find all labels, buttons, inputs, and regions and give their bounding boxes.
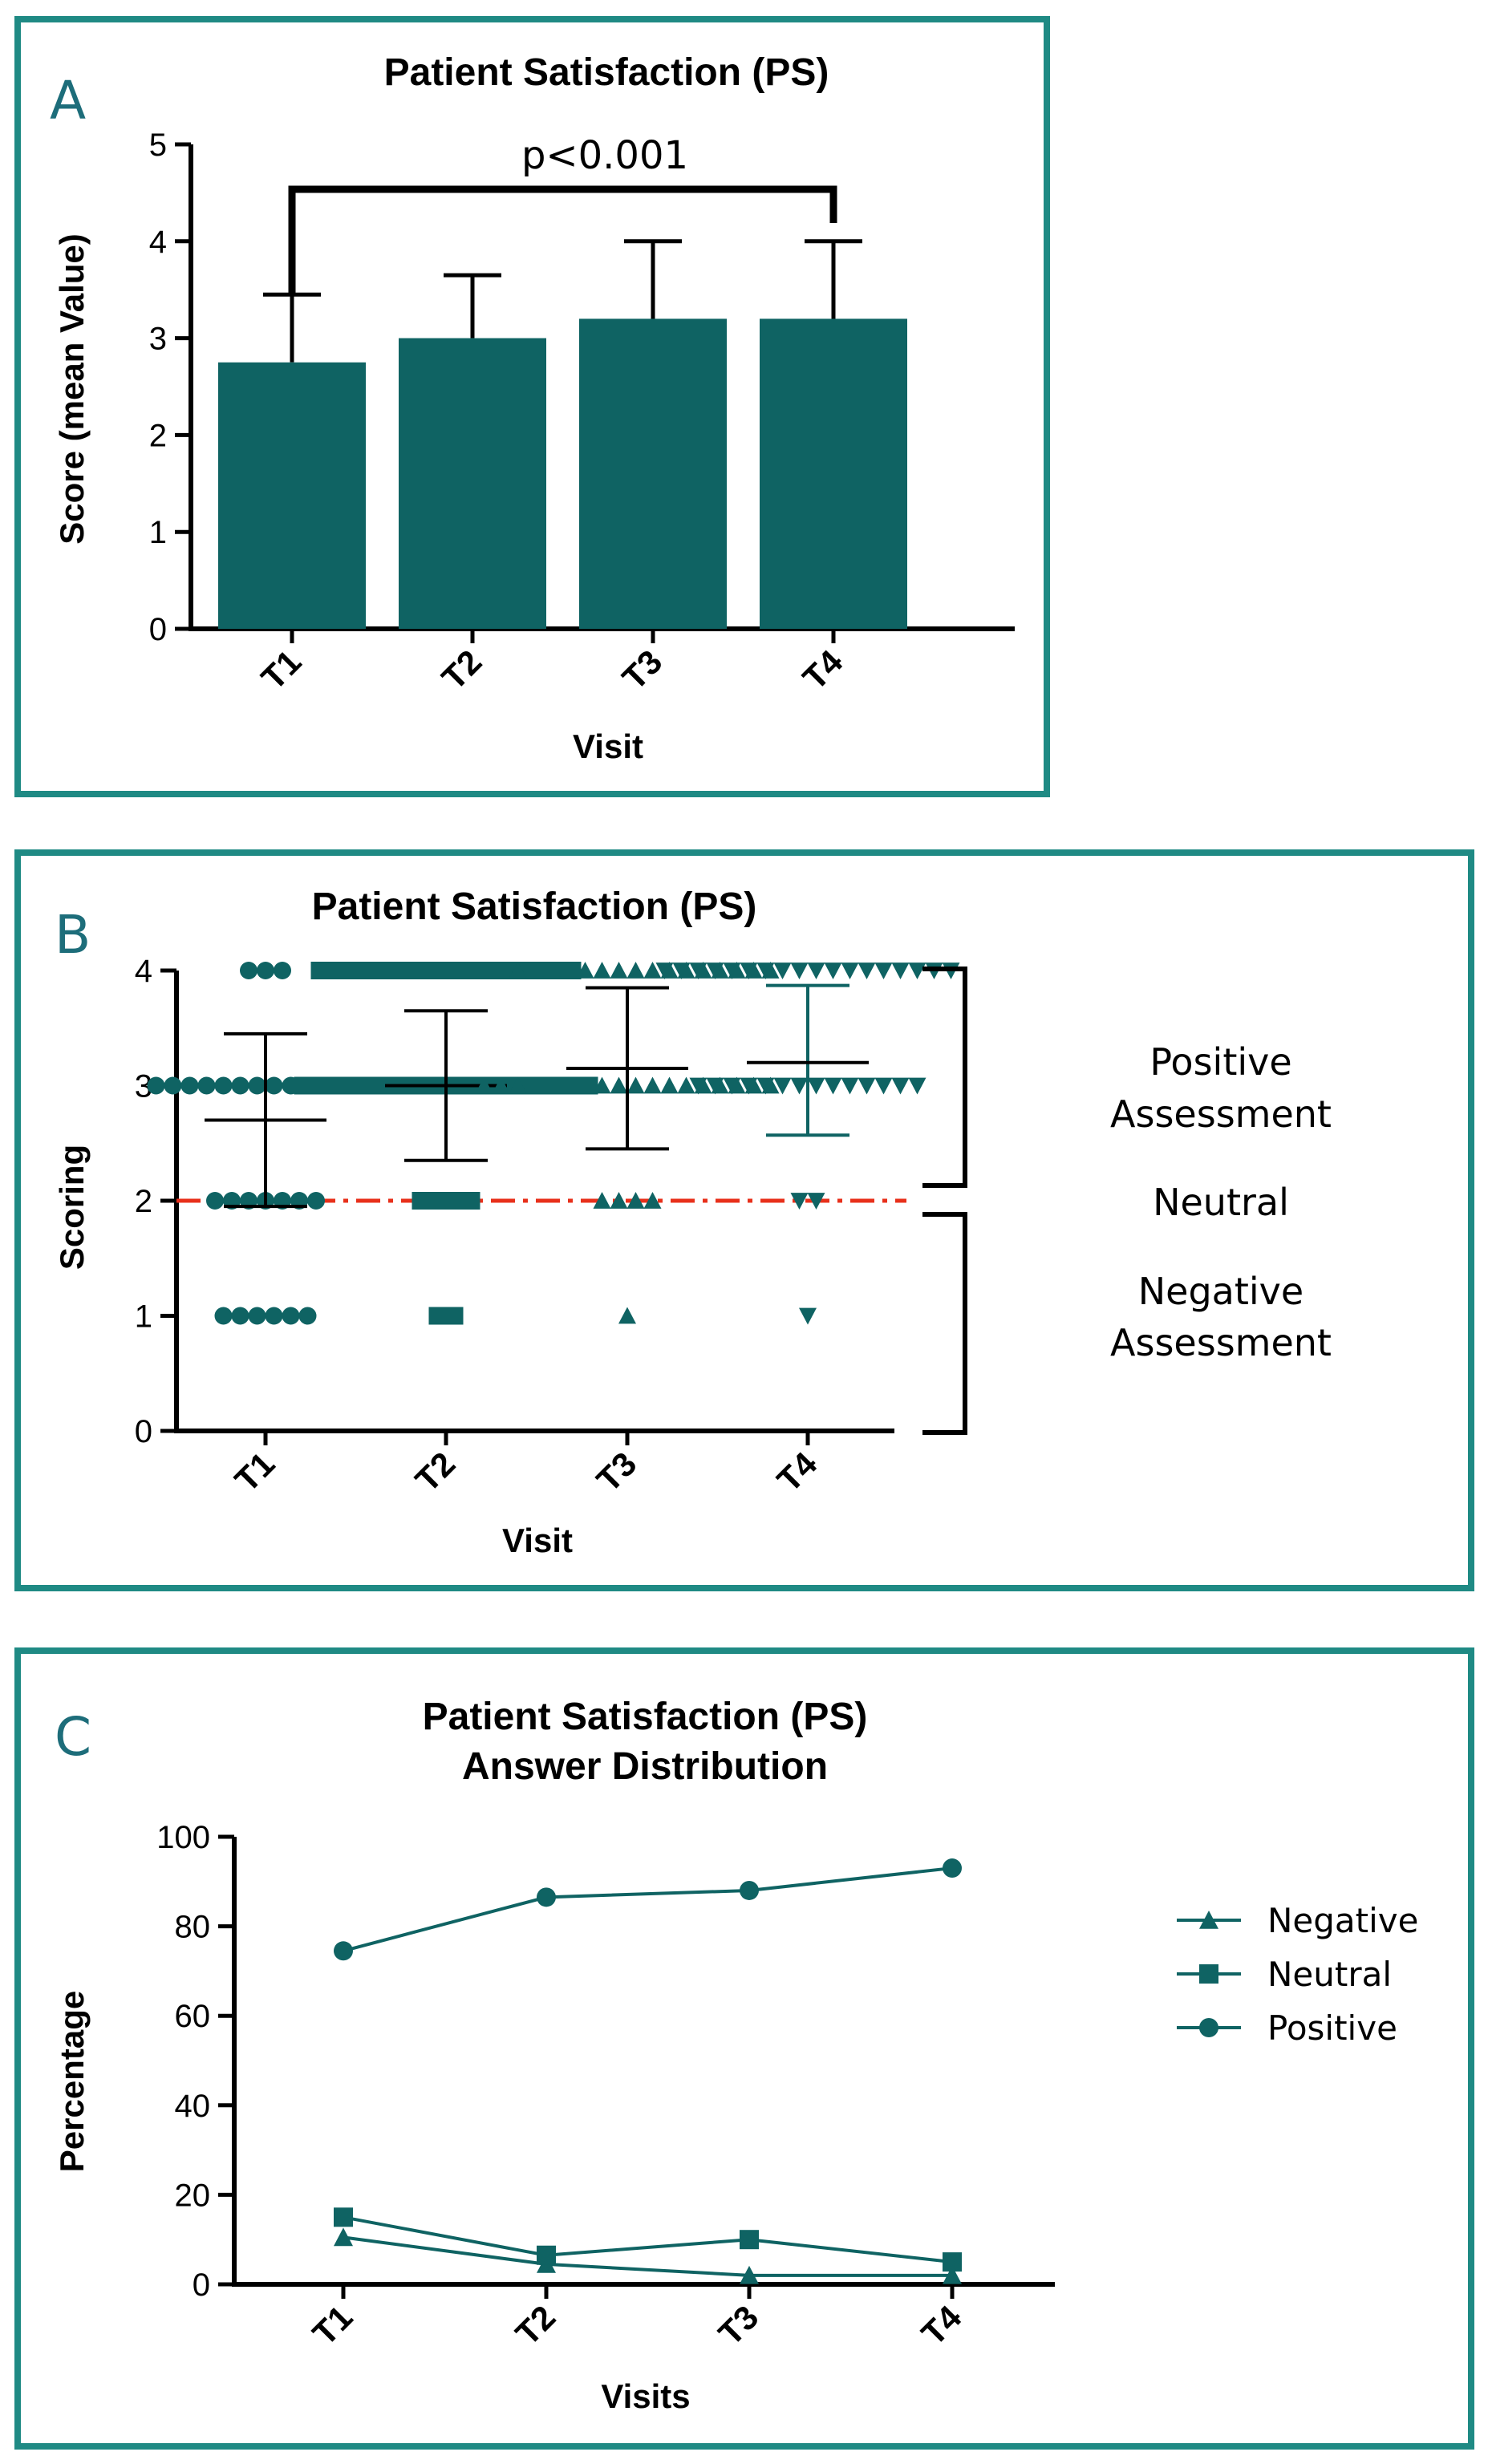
data-point xyxy=(429,1192,447,1210)
series-point-neutral xyxy=(740,2230,759,2249)
data-point xyxy=(232,1307,249,1325)
data-point xyxy=(198,1077,216,1095)
data-point xyxy=(412,1192,430,1210)
y-tick-label: 80 xyxy=(175,1910,211,1945)
data-point xyxy=(379,962,396,979)
data-point xyxy=(446,962,464,979)
y-tick-label: 2 xyxy=(149,418,167,453)
data-point xyxy=(311,1077,329,1095)
y-tick-label: 1 xyxy=(149,515,167,550)
panel-c-letter: C xyxy=(55,1706,91,1768)
y-tick-label: 0 xyxy=(193,2267,210,2303)
panel-c-subtitle: Answer Distribution xyxy=(462,1745,828,1788)
data-point xyxy=(362,1077,379,1095)
data-point xyxy=(215,1307,233,1325)
data-point xyxy=(266,1077,283,1095)
panel-a: A Patient Satisfaction (PS) p<0.001 0 1 2 3… xyxy=(18,19,1047,794)
panel-b-letter: B xyxy=(55,904,91,966)
bar xyxy=(218,363,366,629)
data-point xyxy=(345,1077,363,1095)
panel-c-title: Patient Satisfaction (PS) xyxy=(423,1696,868,1738)
data-point xyxy=(249,1077,266,1095)
series-point-neutral xyxy=(537,2246,556,2265)
panel-c-x-title: Visits xyxy=(601,2377,690,2415)
data-point xyxy=(429,1307,447,1325)
y-tick-label: 4 xyxy=(135,954,152,989)
figure: A Patient Satisfaction (PS) p<0.001 0 1 2 3… xyxy=(0,0,1488,2464)
panel-a-title: Patient Satisfaction (PS) xyxy=(384,51,829,94)
data-point xyxy=(240,962,257,979)
data-point xyxy=(206,1192,224,1210)
data-point xyxy=(328,962,346,979)
series-point-neutral xyxy=(943,2252,962,2272)
data-point xyxy=(282,1307,300,1325)
y-tick-label: 40 xyxy=(175,2089,211,2124)
legend-label: Negative xyxy=(1267,1901,1419,1940)
data-point xyxy=(412,962,430,979)
y-tick-label: 2 xyxy=(135,1184,152,1219)
legend-label: Positive xyxy=(1267,2008,1397,2048)
data-point xyxy=(215,1077,233,1095)
data-point xyxy=(257,962,274,979)
bar xyxy=(579,318,727,629)
series-point-positive xyxy=(334,1941,353,1960)
y-tick-label: 4 xyxy=(149,225,167,260)
data-point xyxy=(429,962,447,979)
data-point xyxy=(345,962,363,979)
y-tick-label: 1 xyxy=(135,1299,152,1335)
data-point xyxy=(328,1077,346,1095)
panel-b-x-title: Visit xyxy=(502,1522,573,1559)
label-neutral: Neutral xyxy=(1153,1181,1289,1224)
legend-marker xyxy=(1199,1964,1218,1984)
data-point xyxy=(307,1192,325,1210)
panel-c-y-title: Percentage xyxy=(53,1991,91,2172)
y-tick-label: 3 xyxy=(149,322,167,357)
y-tick-label: 0 xyxy=(149,612,167,647)
panel-b-title: Patient Satisfaction (PS) xyxy=(312,886,757,928)
legend-label: Neutral xyxy=(1267,1955,1392,1994)
panel-c: C Patient Satisfaction (PS) Answer Distr… xyxy=(18,1651,1471,2446)
panel-a-y-title: Score (mean Value) xyxy=(53,233,91,545)
data-point xyxy=(395,962,413,979)
data-point xyxy=(181,1077,199,1095)
label-positive: Positive xyxy=(1149,1040,1291,1084)
series-point-neutral xyxy=(334,2207,353,2227)
label-positive-assessment: Assessment xyxy=(1110,1092,1332,1136)
label-negative-assessment: Assessment xyxy=(1110,1321,1332,1364)
data-point xyxy=(463,1192,480,1210)
y-tick-label: 5 xyxy=(149,128,167,163)
data-point xyxy=(164,1077,182,1095)
y-tick-label: 60 xyxy=(175,1999,211,2034)
series-point-positive xyxy=(943,1858,962,1878)
data-point xyxy=(294,1077,312,1095)
data-point xyxy=(148,1077,165,1095)
y-tick-label: 100 xyxy=(156,1820,210,1855)
data-point xyxy=(232,1077,249,1095)
data-point xyxy=(362,962,379,979)
panel-c-legend: Negative Neutral Positive xyxy=(1177,1901,1419,2048)
y-tick-label: 20 xyxy=(175,2178,211,2213)
data-point xyxy=(299,1307,317,1325)
data-point xyxy=(311,962,329,979)
bar xyxy=(399,338,546,629)
panel-b: B Patient Satisfaction (PS) 01234 T1 T2 T3… xyxy=(18,853,1471,1588)
series-point-positive xyxy=(740,1881,759,1900)
data-point xyxy=(266,1307,283,1325)
panel-b-y-title: Scoring xyxy=(53,1145,91,1270)
data-point xyxy=(249,1307,266,1325)
legend-marker xyxy=(1199,2018,1218,2037)
data-point xyxy=(446,1307,464,1325)
data-point xyxy=(446,1192,464,1210)
y-tick-label: 0 xyxy=(135,1414,152,1449)
data-point xyxy=(274,962,291,979)
panel-a-x-title: Visit xyxy=(573,727,643,765)
significance-label: p<0.001 xyxy=(521,133,688,178)
bar xyxy=(760,318,907,629)
panel-a-letter: A xyxy=(50,70,86,132)
label-negative: Negative xyxy=(1138,1270,1304,1313)
series-point-positive xyxy=(537,1887,556,1907)
